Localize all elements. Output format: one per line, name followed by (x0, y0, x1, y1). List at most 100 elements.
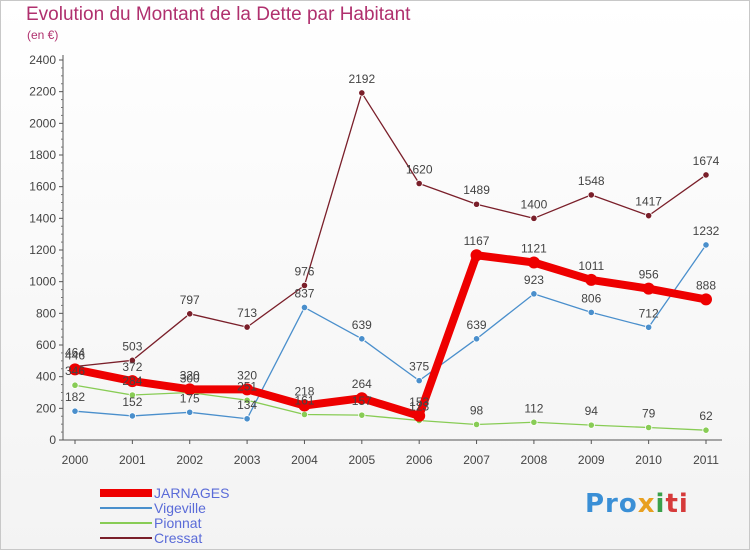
y-tick-label: 400 (36, 370, 56, 384)
data-label-jarnages: 264 (352, 377, 372, 391)
series-line-pionnat (74, 384, 707, 431)
data-label-vigeville: 375 (409, 360, 429, 374)
data-point-vigeville (530, 290, 538, 298)
data-label-cressat: 1400 (521, 197, 548, 211)
data-label-cressat: 1489 (463, 183, 490, 197)
legend-label: Pionnat (154, 514, 202, 531)
data-label-pionnat: 123 (409, 400, 429, 414)
series-line-vigeville (74, 244, 707, 420)
legend-label: Vigeville (154, 499, 206, 516)
data-point-jarnages (642, 282, 655, 295)
data-point-cressat (128, 356, 136, 364)
x-tick-label: 2000 (62, 453, 89, 467)
data-point-vigeville (128, 412, 136, 420)
x-tick-label: 2001 (119, 453, 146, 467)
data-label-vigeville: 639 (352, 318, 372, 332)
x-tick-label: 2011 (693, 453, 719, 467)
data-label-jarnages: 320 (180, 368, 200, 382)
data-point-jarnages (69, 363, 81, 376)
data-point-vigeville (243, 415, 251, 423)
legend-label: JARNAGES (154, 484, 230, 501)
data-label-jarnages: 1167 (464, 234, 490, 248)
data-point-vigeville (587, 308, 595, 316)
data-label-pionnat: 112 (524, 401, 543, 415)
data-point-cressat (186, 310, 194, 318)
data-point-pionnat (472, 420, 481, 429)
y-tick-label: 1400 (29, 211, 56, 225)
data-point-vigeville (300, 303, 309, 312)
x-tick-label: 2009 (578, 453, 605, 467)
data-point-pionnat (587, 421, 595, 429)
data-point-vigeville (472, 335, 481, 343)
legend-item-pionnat: Pionnat (100, 514, 202, 531)
data-point-cressat (587, 191, 595, 199)
data-point-pionnat (300, 410, 309, 419)
data-label-vigeville: 806 (581, 291, 601, 305)
data-label-cressat: 1417 (635, 195, 662, 209)
data-label-pionnat: 161 (294, 394, 314, 408)
data-label-vigeville: 175 (180, 391, 200, 405)
data-point-vigeville (358, 335, 366, 343)
data-point-pionnat (530, 418, 538, 426)
y-tick-label: 1000 (29, 275, 56, 289)
data-label-cressat: 976 (294, 264, 314, 278)
x-tick-label: 2003 (234, 453, 261, 467)
data-label-vigeville: 182 (65, 390, 85, 404)
x-tick-label: 2004 (291, 453, 318, 467)
data-point-pionnat (645, 423, 653, 432)
data-label-pionnat: 79 (642, 406, 656, 420)
data-label-pionnat: 300 (180, 372, 200, 386)
data-point-jarnages (700, 293, 712, 306)
data-label-cressat: 464 (65, 346, 85, 360)
logo-part-4: ti (665, 489, 689, 519)
data-point-vigeville (71, 407, 79, 415)
data-label-pionnat: 251 (237, 379, 257, 393)
data-label-pionnat: 62 (699, 409, 713, 423)
data-point-vigeville (702, 241, 710, 249)
data-point-jarnages (126, 375, 139, 388)
y-tick-label: 1200 (29, 243, 56, 257)
data-label-vigeville: 152 (122, 395, 142, 409)
data-label-jarnages: 1121 (521, 242, 547, 256)
data-label-jarnages: 372 (122, 360, 142, 374)
data-point-pionnat (243, 396, 251, 404)
y-tick-label: 600 (36, 338, 56, 352)
legend-swatch (100, 521, 152, 524)
data-label-jarnages: 320 (237, 368, 257, 382)
data-label-cressat: 797 (180, 293, 200, 307)
data-label-pionnat: 346 (65, 364, 85, 378)
data-point-jarnages (183, 383, 196, 396)
data-point-jarnages (241, 383, 254, 396)
y-tick-label: 800 (36, 306, 56, 320)
data-point-cressat (702, 171, 710, 179)
x-tick-label: 2008 (521, 453, 548, 467)
data-point-cressat (358, 89, 366, 97)
data-label-pionnat: 157 (352, 394, 372, 408)
legend-swatch (100, 506, 152, 509)
data-label-jarnages: 218 (294, 384, 314, 398)
data-label-vigeville: 712 (639, 306, 659, 320)
data-label-cressat: 2192 (348, 72, 375, 86)
series-line-cressat (74, 92, 707, 368)
data-point-cressat (243, 323, 251, 331)
data-point-cressat (645, 212, 653, 220)
data-point-vigeville (645, 323, 653, 331)
data-label-cressat: 713 (237, 306, 257, 320)
data-point-cressat (530, 214, 538, 222)
legend-swatch (100, 536, 152, 539)
legend-label: Cressat (154, 529, 203, 546)
data-point-pionnat (71, 381, 79, 389)
data-point-cressat (472, 200, 481, 208)
y-tick-label: 2400 (29, 53, 56, 67)
data-point-cressat (300, 281, 309, 290)
data-label-cressat: 1548 (578, 174, 605, 188)
data-label-cressat: 503 (122, 339, 142, 353)
data-point-vigeville (415, 377, 423, 385)
data-point-jarnages (470, 249, 483, 262)
data-label-cressat: 1674 (693, 154, 720, 168)
data-point-pionnat (128, 391, 136, 399)
logo-part-3: i (655, 489, 666, 519)
data-label-jarnages: 1011 (578, 259, 604, 273)
x-tick-label: 2006 (406, 453, 433, 467)
